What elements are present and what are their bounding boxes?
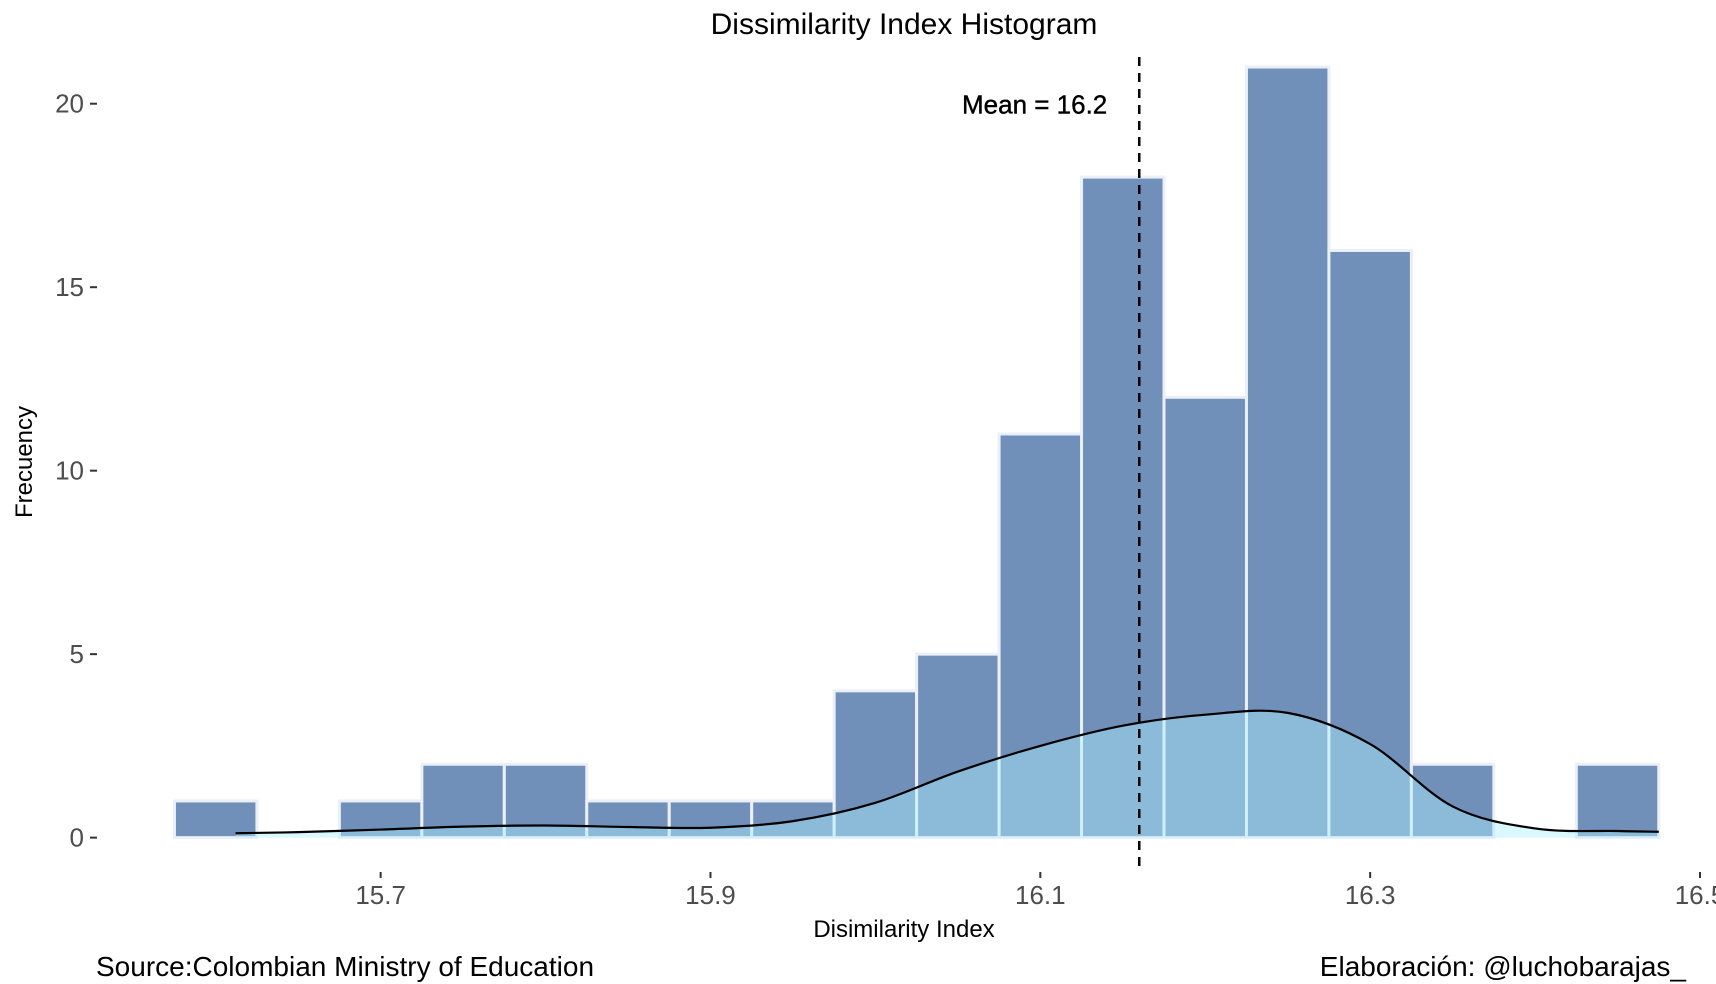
histogram-bar (1244, 65, 1331, 840)
histogram-bar (750, 799, 836, 840)
x-tick-label: 16.5 (1675, 880, 1716, 910)
histogram-bar (585, 799, 671, 840)
bars-group (172, 65, 1661, 840)
y-tick-label: 15 (55, 272, 84, 302)
histogram-bar (172, 799, 259, 840)
y-tick-label: 10 (55, 456, 84, 486)
mean-layer: Mean = 16.2 (962, 57, 1141, 870)
x-tick-label: 15.9 (685, 880, 736, 910)
y-tick-label: 5 (70, 639, 84, 669)
histogram-bar (1162, 395, 1248, 840)
y-tick-label: 20 (55, 89, 84, 119)
x-tick-label: 16.1 (1015, 880, 1066, 910)
source-caption: Source:Colombian Ministry of Education (96, 951, 594, 982)
x-tick-label: 15.7 (355, 880, 406, 910)
density-area (235, 710, 1659, 838)
x-axis-title: Disimilarity Index (813, 916, 994, 943)
y-axis-title: Frecuency (11, 406, 38, 518)
credit-caption: Elaboración: @luchobarajas_ (1320, 951, 1687, 982)
density-group (235, 709, 1659, 838)
histogram-bar (1327, 248, 1413, 840)
y-tick-label: 0 (70, 823, 84, 853)
histogram-bar (832, 689, 919, 840)
histogram-bar (915, 652, 1001, 840)
mean-label: Mean = 16.2 (962, 90, 1107, 120)
y-axis: 0 5 10 15 20 (55, 89, 97, 853)
density-line (235, 709, 1659, 835)
histogram-bar (1574, 762, 1661, 840)
chart-title: Dissimilarity Index Histogram (711, 8, 1098, 41)
histogram-bar (1409, 762, 1496, 840)
x-tick-label: 16.3 (1345, 880, 1396, 910)
histogram-bar (997, 432, 1084, 840)
x-axis: 15.7 15.9 16.1 16.3 16.5 (355, 872, 1716, 910)
